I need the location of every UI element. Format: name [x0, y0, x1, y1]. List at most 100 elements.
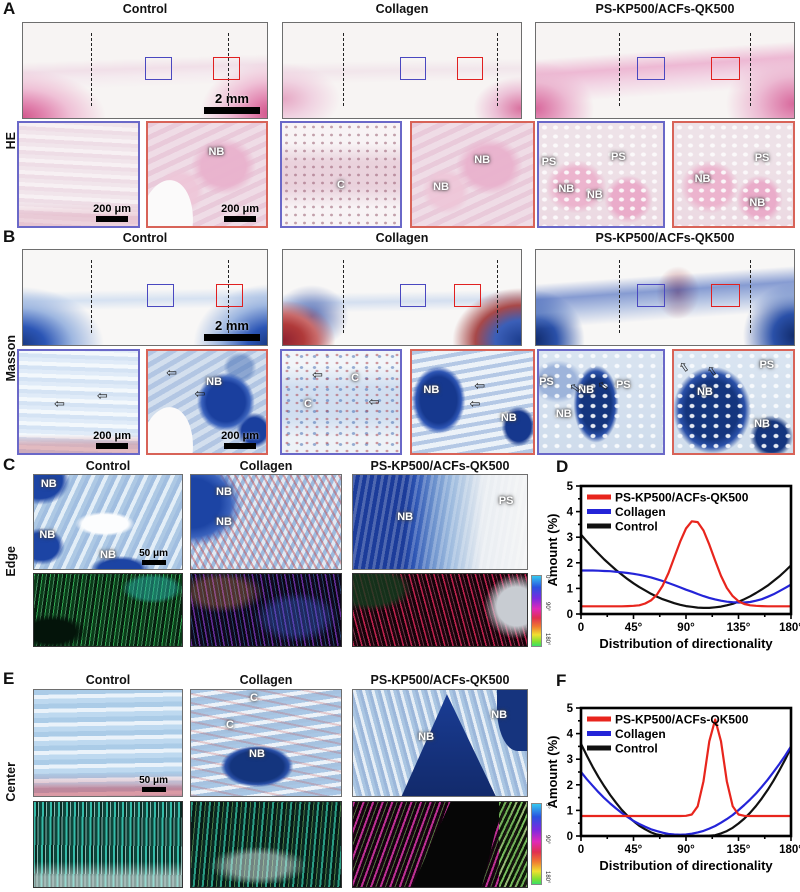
direction-colorbar	[531, 575, 542, 647]
defect-margin-line	[497, 33, 499, 106]
tissue-label: C	[351, 371, 360, 384]
scale-bar-line	[204, 334, 260, 341]
tissue-label: NB	[100, 548, 116, 561]
he-inset-collagen-red: NB NB	[410, 121, 535, 228]
scale-bar-text: 200 μm	[221, 203, 259, 215]
scale-bar-line	[224, 443, 257, 449]
panel-letter-E: E	[3, 669, 15, 688]
masson-inset-control-blue: 200 μm ⇦ ⇦	[17, 349, 140, 455]
defect-margin-line	[750, 33, 752, 106]
tissue-label: PS	[615, 378, 631, 391]
directionality-chart-edge: 0 45° 90° 135° 180° 0 1 2 3 4 5 PS-KP500/ACFs-QK500…	[545, 481, 800, 651]
arrow-icon: ⇦	[469, 396, 481, 412]
series-line-collagen	[581, 569, 791, 604]
edge-masson-ps: NB PS	[352, 474, 528, 570]
column-header-control: Control	[122, 2, 168, 16]
arrow-icon: ⇦	[194, 385, 206, 401]
tissue-label: NB	[216, 485, 232, 498]
direction-colorbar-labels: 0° 90° 180°	[541, 575, 551, 645]
stain-label-he: HE	[4, 132, 18, 150]
defect-margin-line	[342, 33, 344, 106]
tissue-label: PS	[539, 375, 554, 388]
column-header-ps: PS-KP500/ACFs-QK500	[370, 673, 510, 687]
colorbar-label: 90°	[544, 602, 550, 612]
arrow-icon: ⇦	[96, 387, 108, 403]
edge-directionality-map-ps	[352, 573, 528, 647]
roi-box-red	[711, 57, 740, 80]
tissue-label: NB	[40, 478, 57, 491]
defect-margin-line	[497, 260, 499, 333]
tissue-label: NB	[555, 408, 572, 421]
he-overview-ps	[535, 22, 795, 119]
y-tick-label: 3	[567, 532, 573, 544]
defect-margin-line	[91, 260, 93, 333]
tissue-label: NB	[749, 197, 766, 210]
x-tick-label: 135°	[727, 622, 751, 634]
scale-bar-line	[141, 560, 166, 565]
scale-bar-text: 200 μm	[93, 203, 131, 215]
colorbar-label: 0°	[544, 575, 550, 581]
y-axis-label: Amount (%)	[545, 736, 560, 809]
masson-overview-collagen	[282, 249, 522, 346]
defect-margin-line	[342, 260, 344, 333]
column-header-collagen: Collagen	[239, 673, 293, 687]
y-tick-label: 4	[567, 729, 574, 741]
center-masson-ps: NB NB	[352, 689, 528, 797]
series-line-collagen	[581, 745, 791, 836]
series-line-ps-kp500-acfs-qk500	[581, 520, 791, 608]
x-tick-label: 135°	[727, 844, 751, 856]
colorbar-label: 0°	[544, 803, 550, 809]
tissue-label: NB	[474, 154, 491, 167]
masson-inset-ps-red: ⇦ ⇦ NB PS NB	[672, 349, 795, 455]
tissue-label: NB	[558, 182, 575, 195]
tissue-label: C	[250, 692, 258, 705]
scale-bar: 50 μm	[139, 548, 168, 565]
roi-box-blue	[636, 284, 665, 307]
roi-box-blue	[399, 57, 426, 80]
roi-box-blue	[147, 284, 175, 307]
column-header-ps: PS-KP500/ACFs-QK500	[595, 2, 735, 16]
he-inset-ps-red: PS NB NB	[672, 121, 795, 228]
defect-margin-line	[750, 260, 752, 333]
scale-bar-line	[96, 443, 129, 449]
y-tick-label: 0	[567, 831, 573, 843]
roi-box-blue	[399, 284, 426, 307]
scale-bar: 200 μm	[221, 430, 259, 449]
tissue-label: NB	[433, 180, 449, 193]
x-tick-label: 90°	[677, 622, 695, 634]
panel-letter-C: C	[3, 455, 16, 474]
scale-bar-text: 200 μm	[221, 430, 259, 442]
center-directionality-map-collagen	[190, 801, 342, 888]
tissue-label: NB	[500, 412, 517, 425]
center-masson-control: 50 μm	[33, 689, 183, 797]
colorbar-label: 180°	[544, 870, 550, 883]
center-directionality-map-control	[33, 801, 183, 888]
roi-box-blue	[636, 57, 665, 80]
tissue-label: C	[226, 718, 234, 731]
roi-box-red	[711, 284, 740, 307]
scale-bar-text: 2 mm	[215, 318, 249, 333]
x-tick-label: 90°	[677, 844, 695, 856]
panel-letter-D: D	[556, 457, 569, 476]
roi-box-red	[454, 284, 481, 307]
arrow-icon: ⇦	[166, 365, 178, 381]
panel-letter-B: B	[3, 227, 16, 246]
masson-overview-control: 2 mm	[22, 249, 268, 346]
defect-margin-line	[91, 33, 93, 106]
roi-box-red	[213, 57, 241, 80]
defect-margin-line	[227, 260, 229, 333]
x-tick-label: 0	[578, 622, 584, 634]
y-tick-label: 1	[567, 583, 574, 595]
tissue-label: C	[303, 398, 312, 411]
plot-border	[579, 484, 793, 616]
tissue-label: NB	[586, 189, 603, 202]
edge-masson-control: 50 μm NB NB NB	[33, 474, 183, 570]
direction-colorbar	[531, 803, 542, 885]
tissue-label: NB	[418, 730, 435, 743]
directionality-chart-center: 0 45° 90° 135° 180° 0 1 2 3 4 5 PS-KP500/ACFs-QK500…	[545, 703, 800, 873]
scale-bar-line	[224, 216, 257, 222]
masson-inset-collagen-blue: ⇦ C C ⇦	[280, 349, 402, 455]
series-line-control	[581, 533, 791, 609]
y-tick-label: 4	[567, 507, 574, 519]
masson-inset-collagen-red: NB ⇦ ⇦ NB	[410, 349, 535, 455]
